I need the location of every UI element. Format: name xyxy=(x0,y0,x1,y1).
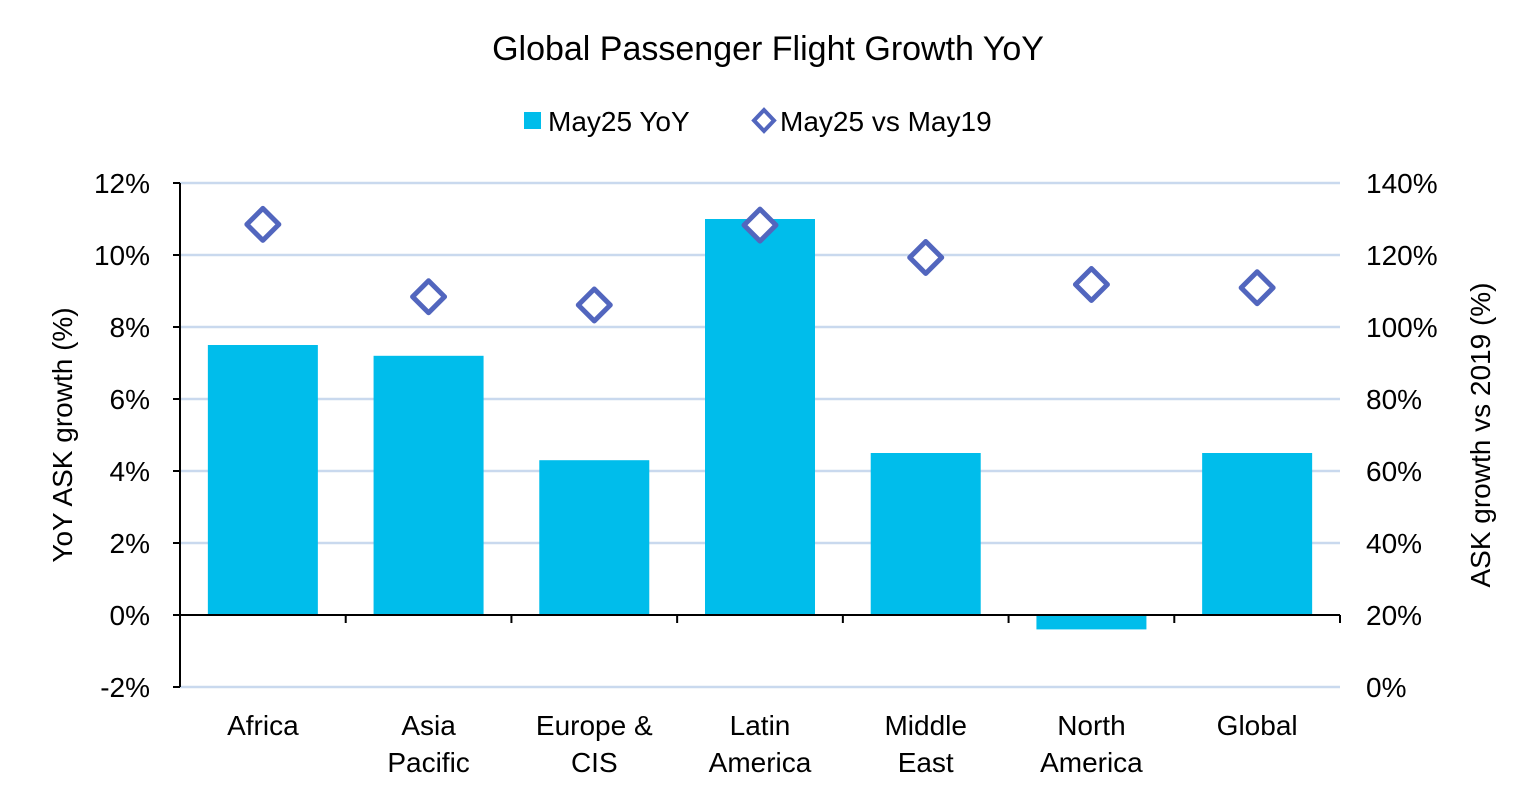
diamond-marker-3 xyxy=(741,206,779,244)
y2-tick-label: 40% xyxy=(1366,528,1422,559)
diamond-marker-4 xyxy=(907,239,945,277)
y2-tick-label: 120% xyxy=(1366,240,1438,271)
y2-tick-label: 60% xyxy=(1366,456,1422,487)
x-tick-label: Africa xyxy=(227,710,299,741)
legend-bar-label: May25 YoY xyxy=(548,106,690,137)
x-tick-label: Middle xyxy=(884,710,966,741)
x-tick-label: America xyxy=(1040,747,1143,778)
y2-tick-label: 80% xyxy=(1366,384,1422,415)
x-tick-label: America xyxy=(709,747,812,778)
y-tick-label: 8% xyxy=(110,312,150,343)
x-tick-label: Asia xyxy=(401,710,456,741)
diamond-marker-5 xyxy=(1072,266,1110,304)
y-tick-label: -2% xyxy=(100,672,150,703)
y2-tick-label: 0% xyxy=(1366,672,1406,703)
x-tick-label: Pacific xyxy=(387,747,469,778)
x-tick-label: North xyxy=(1057,710,1125,741)
y-tick-label: 4% xyxy=(110,456,150,487)
x-tick-label: East xyxy=(898,747,954,778)
y2-tick-label: 100% xyxy=(1366,312,1438,343)
y-tick-label: 2% xyxy=(110,528,150,559)
y-tick-label: 12% xyxy=(94,168,150,199)
chart-title: Global Passenger Flight Growth YoY xyxy=(492,30,1044,68)
bar-3 xyxy=(705,219,815,615)
bar-2 xyxy=(539,460,650,615)
bar-5 xyxy=(1036,615,1147,630)
legend: May25 YoY May25 vs May19 xyxy=(524,106,992,137)
y-tick-label: 10% xyxy=(94,240,150,271)
diamond-marker-1 xyxy=(410,278,448,316)
diamond-marker-2 xyxy=(575,286,613,324)
x-tick-label: CIS xyxy=(571,747,618,778)
y-tick-label: 0% xyxy=(110,600,150,631)
x-tick-label: Latin xyxy=(730,710,791,741)
y2-tick-label: 20% xyxy=(1366,600,1422,631)
x-tick-label: Global xyxy=(1217,710,1298,741)
x-tick-label: Europe & xyxy=(536,710,653,741)
bar-1 xyxy=(373,355,484,615)
bar-0 xyxy=(207,345,318,615)
legend-diamond-marker xyxy=(751,107,777,134)
y2-tick-label: 140% xyxy=(1366,168,1438,199)
y2-axis-label: ASK growth vs 2019 (%) xyxy=(1465,282,1496,587)
bar-4 xyxy=(870,453,981,615)
legend-diamond-label: May25 vs May19 xyxy=(780,106,992,137)
diamond-marker-0 xyxy=(244,205,282,243)
y-tick-label: 6% xyxy=(110,384,150,415)
legend-bar-swatch xyxy=(524,112,541,129)
bar-6 xyxy=(1202,453,1313,615)
y-axis-label: YoY ASK growth (%) xyxy=(47,307,78,562)
diamond-marker-6 xyxy=(1238,269,1276,307)
